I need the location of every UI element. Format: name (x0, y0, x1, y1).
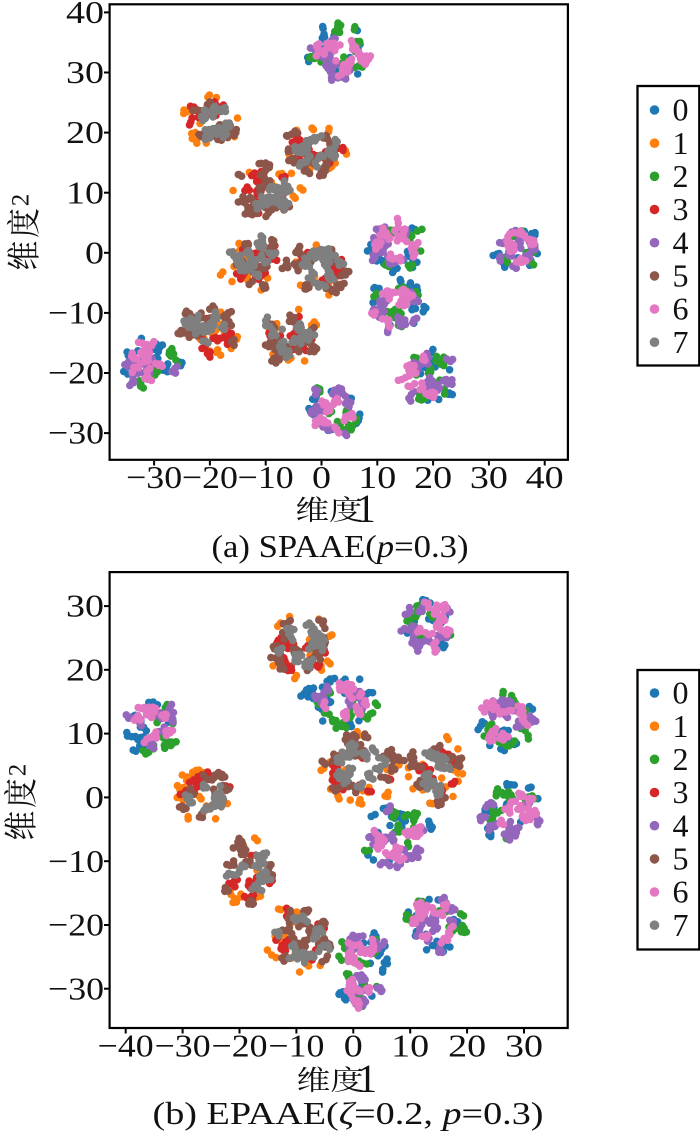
svg-text:−30: −30 (155, 1028, 211, 1064)
svg-text:2: 2 (8, 194, 35, 207)
svg-text:3: 3 (673, 774, 689, 810)
svg-text:−30: −30 (48, 415, 104, 451)
svg-text:4: 4 (673, 224, 689, 260)
svg-text:2: 2 (5, 764, 32, 777)
svg-text:0: 0 (85, 234, 104, 270)
svg-text:−20: −20 (182, 459, 238, 495)
svg-text:3: 3 (673, 191, 689, 227)
svg-text:−20: −20 (212, 1028, 268, 1064)
svg-text:20: 20 (66, 114, 104, 150)
svg-text:5: 5 (673, 841, 689, 877)
svg-text:10: 10 (391, 1028, 429, 1064)
svg-text:30: 30 (66, 54, 104, 90)
svg-text:1: 1 (673, 125, 689, 161)
svg-text:−30: −30 (126, 459, 182, 495)
svg-text:0: 0 (673, 92, 689, 128)
svg-text:2: 2 (673, 158, 689, 194)
svg-text:−40: −40 (98, 1028, 154, 1064)
svg-text:1: 1 (356, 486, 376, 531)
svg-text:1: 1 (357, 1056, 377, 1101)
svg-text:1: 1 (673, 708, 689, 744)
svg-text:30: 30 (66, 588, 104, 624)
svg-text:−10: −10 (238, 459, 294, 495)
svg-text:30: 30 (470, 459, 508, 495)
svg-text:7: 7 (673, 324, 689, 360)
svg-text:−20: −20 (48, 907, 104, 943)
svg-text:20: 20 (66, 651, 104, 687)
svg-text:6: 6 (673, 291, 689, 327)
svg-text:0: 0 (312, 459, 331, 495)
svg-text:10: 10 (66, 174, 104, 210)
svg-text:−20: −20 (48, 355, 104, 391)
svg-text:7: 7 (673, 907, 689, 943)
svg-text:6: 6 (673, 874, 689, 910)
svg-text:2: 2 (673, 741, 689, 777)
svg-text:30: 30 (505, 1028, 543, 1064)
svg-text:−10: −10 (268, 1028, 324, 1064)
svg-text:0: 0 (344, 1028, 363, 1064)
svg-text:−10: −10 (48, 843, 104, 879)
svg-text:0: 0 (85, 779, 104, 815)
svg-text:4: 4 (673, 807, 689, 843)
svg-text:5: 5 (673, 258, 689, 294)
svg-text:(a) SPAAE(p=0.3): (a) SPAAE(p=0.3) (212, 528, 469, 564)
svg-text:10: 10 (358, 459, 396, 495)
svg-text:−30: −30 (48, 970, 104, 1006)
svg-text:10: 10 (66, 715, 104, 751)
svg-text:40: 40 (526, 459, 564, 495)
svg-text:20: 20 (448, 1028, 486, 1064)
svg-text:(b) EPAAE(ζ=0.2, p=0.3): (b) EPAAE(ζ=0.2, p=0.3) (153, 1095, 544, 1131)
svg-text:20: 20 (414, 459, 452, 495)
svg-text:40: 40 (66, 0, 104, 30)
svg-text:−10: −10 (48, 295, 104, 331)
svg-text:0: 0 (673, 675, 689, 711)
